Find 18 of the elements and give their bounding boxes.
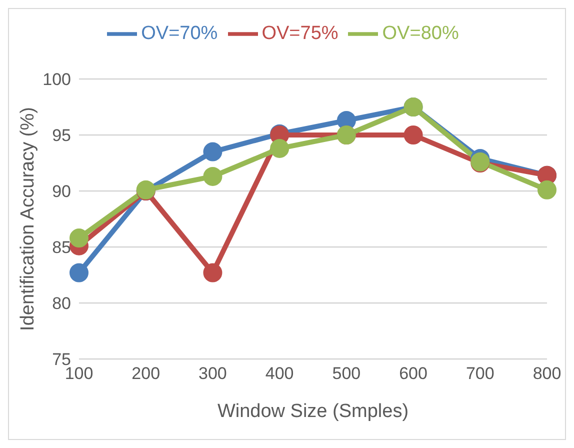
x-tick-label: 200 xyxy=(132,364,160,384)
y-tick-label: 85 xyxy=(52,238,71,258)
x-tick-label: 800 xyxy=(532,364,562,384)
x-tick-label: 300 xyxy=(198,364,227,384)
x-tick-label: 500 xyxy=(332,364,361,384)
legend-label: OV=70% xyxy=(141,23,218,44)
y-tick-label: 95 xyxy=(52,126,71,146)
y-axis-title: Identification Accuracy (%) xyxy=(18,107,39,331)
y-tick-label: 80 xyxy=(52,294,71,314)
y-tick-label: 100 xyxy=(42,70,71,90)
legend-label: OV=75% xyxy=(262,23,338,44)
x-tick-label: 400 xyxy=(265,364,294,384)
x-tick-label: 700 xyxy=(466,364,494,384)
x-tick-label: 100 xyxy=(64,364,94,384)
x-axis-title: Window Size (Smples) xyxy=(217,401,409,422)
x-tick-label: 600 xyxy=(399,364,428,384)
legend-label: OV=80% xyxy=(382,23,459,44)
y-tick-label: 90 xyxy=(52,182,71,202)
